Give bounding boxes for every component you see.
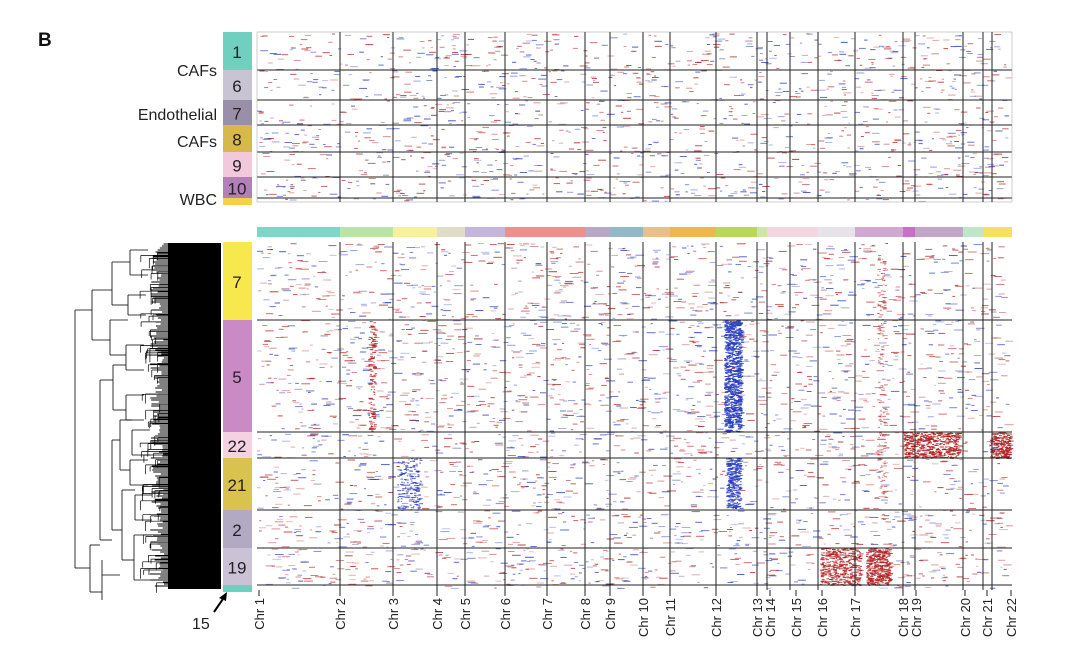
chromosome-color-bar-segment bbox=[915, 227, 963, 237]
dendrogram bbox=[74, 243, 221, 600]
top-cluster-label: 9 bbox=[232, 157, 241, 176]
chromosome-label: Chr 6 bbox=[498, 598, 513, 630]
chromosome-color-bar-segment bbox=[610, 227, 643, 237]
chromosome-color-bar-segment bbox=[963, 227, 983, 237]
chromosome-color-bar-segment bbox=[992, 227, 1012, 237]
chromosome-label: Chr 5 bbox=[458, 598, 473, 630]
chromosome-label: Chr 9 bbox=[603, 598, 618, 630]
chromosome-label: Chr 4 bbox=[430, 598, 445, 630]
chromosome-color-bar-segment bbox=[393, 227, 437, 237]
cell-type-label: Endothelial bbox=[138, 107, 217, 124]
top-heatmap bbox=[256, 31, 1013, 203]
bottom-cluster-color-block bbox=[223, 548, 252, 585]
top-cluster-color-block bbox=[223, 70, 252, 100]
arrow-icon bbox=[219, 592, 227, 601]
top-heatmap-background bbox=[257, 32, 1012, 202]
bottom-heatmap bbox=[257, 242, 1014, 590]
bottom-cluster-color-block bbox=[223, 510, 252, 548]
bottom-cluster-label: 22 bbox=[228, 437, 247, 456]
bottom-cluster-label: 21 bbox=[228, 476, 247, 495]
bottom-heatmap-background bbox=[257, 242, 1012, 590]
chromosome-label: Chr 16 bbox=[815, 598, 830, 637]
chromosome-label: Chr 22 bbox=[1004, 598, 1019, 637]
bottom-cluster-label: 2 bbox=[232, 521, 241, 540]
bottom-cluster-color-block bbox=[223, 432, 252, 458]
chromosome-label: Chr 2 bbox=[333, 598, 348, 630]
top-cluster-label: 8 bbox=[232, 131, 241, 150]
chromosome-label: Chr 11 bbox=[663, 598, 678, 636]
chromosome-color-bar-segment bbox=[643, 227, 670, 237]
chromosome-color-bar-segment bbox=[437, 227, 465, 237]
chromosome-color-bar-segment bbox=[716, 227, 757, 237]
bottom-cluster-label: 7 bbox=[232, 273, 241, 292]
bottom-cluster-label: 19 bbox=[228, 559, 247, 578]
top-cluster-color-block bbox=[223, 100, 252, 125]
cell-type-label: CAFs bbox=[177, 134, 217, 151]
chromosome-color-bar-segment bbox=[465, 227, 505, 237]
chromosome-label: Chr 13 bbox=[750, 598, 765, 637]
top-cluster-color-block bbox=[223, 32, 252, 70]
dendrogram-leaf-block bbox=[168, 243, 221, 589]
cell-type-label: CAFs bbox=[177, 63, 217, 80]
bottom-cluster-color-block bbox=[223, 458, 252, 510]
cell-type-label: WBC bbox=[180, 192, 217, 209]
chromosome-label: Chr 7 bbox=[540, 598, 555, 630]
chromosome-label: Chr 18 bbox=[896, 598, 911, 637]
chromosome-color-bar-segment bbox=[505, 227, 547, 237]
chromosome-color-bar-segment bbox=[767, 227, 790, 237]
chromosome-label: Chr 1 bbox=[252, 598, 267, 630]
chromosome-color-bar-segment bbox=[257, 227, 340, 237]
chromosome-label: Chr 14 bbox=[763, 598, 778, 637]
top-cluster-color-block bbox=[223, 198, 252, 205]
bottom-cluster-label: 5 bbox=[232, 368, 241, 387]
chromosome-color-bar-segment bbox=[855, 227, 903, 237]
top-cluster-color-block bbox=[223, 177, 252, 198]
chromosome-label: Chr 10 bbox=[636, 598, 651, 637]
chromosome-color-bar-segment bbox=[757, 227, 767, 237]
chromosome-color-bar-segment bbox=[983, 227, 992, 237]
chromosome-label: Chr 20 bbox=[958, 598, 973, 637]
chromosome-color-bar-segment bbox=[547, 227, 585, 237]
top-cluster-color-block bbox=[223, 152, 252, 177]
arrow-cluster-label: 15 bbox=[192, 616, 210, 633]
chromosome-label: Chr 12 bbox=[709, 598, 724, 637]
top-cluster-color-block bbox=[223, 125, 252, 152]
chromosome-color-bar-segment bbox=[790, 227, 818, 237]
bottom-cluster-color-block bbox=[223, 585, 252, 592]
chromosome-label: Chr 19 bbox=[909, 598, 924, 637]
top-cluster-label: 1 bbox=[232, 43, 241, 62]
chromosome-label: Chr 17 bbox=[848, 598, 863, 637]
panel-label: B bbox=[38, 30, 52, 51]
bottom-cluster-color-block bbox=[223, 242, 252, 320]
chromosome-label: Chr 3 bbox=[386, 598, 401, 630]
top-cluster-label: 10 bbox=[228, 180, 247, 199]
chromosome-label: Chr 21 bbox=[980, 598, 995, 637]
chromosome-label: Chr 8 bbox=[578, 598, 593, 630]
chromosome-color-bar-segment bbox=[903, 227, 915, 237]
chromosome-color-bar-segment bbox=[585, 227, 610, 237]
top-cluster-label: 6 bbox=[232, 77, 241, 96]
chromosome-color-bar-segment bbox=[340, 227, 393, 237]
top-cluster-label: 7 bbox=[232, 105, 241, 124]
chromosome-label: Chr 15 bbox=[789, 598, 804, 637]
bottom-cluster-color-block bbox=[223, 320, 252, 432]
chromosome-color-bar-segment bbox=[670, 227, 716, 237]
chromosome-color-bar-segment bbox=[818, 227, 855, 237]
